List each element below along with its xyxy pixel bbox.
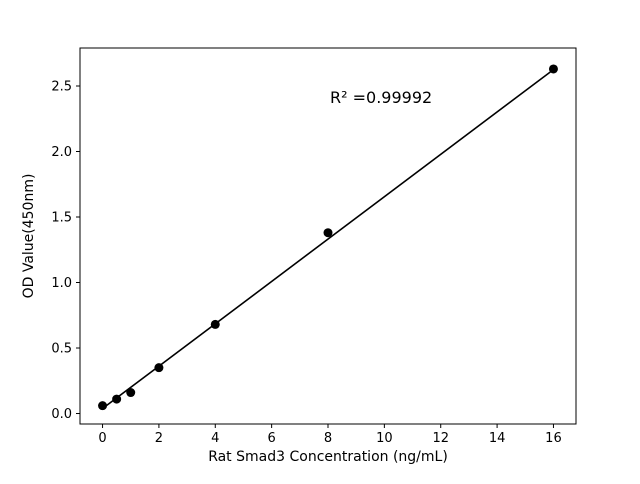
x-axis-label: Rat Smad3 Concentration (ng/mL)	[208, 449, 448, 465]
x-tick-label: 2	[155, 431, 163, 446]
x-tick-label: 8	[324, 431, 332, 446]
x-tick-label: 12	[432, 431, 449, 446]
data-point	[548, 64, 558, 74]
data-point	[323, 228, 333, 238]
x-tick-label: 6	[267, 431, 275, 446]
y-tick-label: 2.0	[51, 145, 72, 160]
y-tick-label: 0.5	[51, 342, 72, 357]
r-squared-annotation: R² =0.99992	[330, 88, 432, 107]
data-point	[126, 388, 136, 398]
x-tick-label: 0	[98, 431, 106, 446]
data-point	[98, 401, 108, 411]
y-tick-label: 1.5	[51, 211, 72, 226]
x-tick-label: 16	[545, 431, 562, 446]
y-tick-label: 2.5	[51, 79, 72, 94]
data-point	[112, 394, 122, 404]
fit-line	[102, 68, 554, 410]
x-tick-label: 4	[211, 431, 219, 446]
x-tick-label: 10	[376, 431, 393, 446]
y-axis: 0.0 0.5 1.0 1.5 2.0 2.5	[51, 79, 80, 422]
x-tick-label: 14	[489, 431, 506, 446]
plot-content: 0 2 4 6 8 10 12 14 16 0.0 0.5 1.0 1.5 2.0 2.5	[51, 47, 577, 446]
data-point	[154, 363, 164, 373]
x-axis: 0 2 4 6 8 10 12 14 16	[98, 424, 562, 446]
y-tick-label: 0.0	[51, 407, 72, 422]
data-point	[210, 319, 220, 329]
y-tick-label: 1.0	[51, 276, 72, 291]
y-axis-label: OD Value(450nm)	[21, 174, 37, 299]
